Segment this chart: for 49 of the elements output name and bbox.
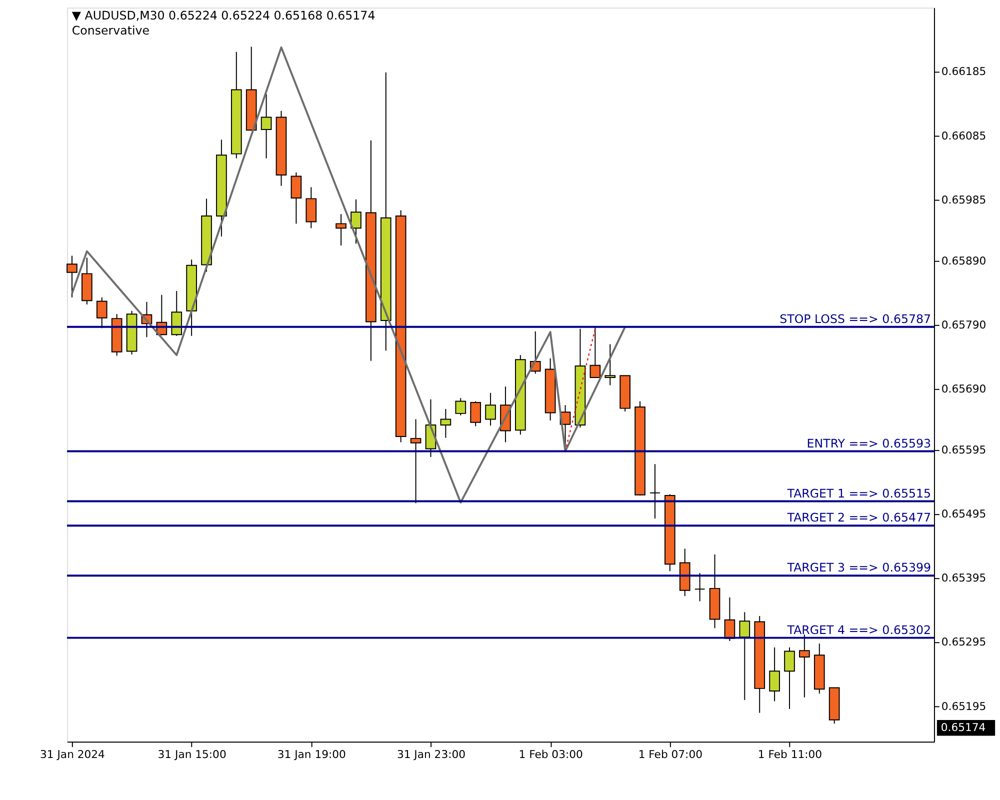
candlestick bbox=[66, 255, 78, 298]
x-tick-label: 31 Jan 23:00 bbox=[396, 748, 466, 761]
y-tick-label: 0.66085 bbox=[941, 129, 986, 142]
ref-line-label: ENTRY ==> 0.65593 bbox=[806, 436, 932, 450]
y-tick-label: 0.65295 bbox=[941, 636, 986, 649]
y-tick-label: 0.66185 bbox=[941, 65, 986, 78]
candlestick bbox=[171, 290, 182, 336]
candlestick bbox=[799, 634, 810, 698]
candlestick bbox=[96, 296, 108, 329]
x-tick-label: 31 Jan 2024 bbox=[40, 748, 106, 761]
y-tick-label: 0.65985 bbox=[941, 193, 986, 206]
line-series bbox=[70, 46, 626, 504]
x-tick-label: 1 Feb 03:00 bbox=[518, 748, 583, 761]
ref-line-label: STOP LOSS ==> 0.65787 bbox=[780, 312, 932, 326]
candlestick bbox=[260, 94, 272, 159]
y-tick-label: 0.65595 bbox=[941, 443, 986, 456]
x-tick-label: 31 Jan 15:00 bbox=[158, 748, 226, 761]
ref-line-label: TARGET 2 ==> 0.65477 bbox=[786, 510, 932, 525]
candlestick bbox=[769, 646, 780, 702]
candlestick bbox=[336, 214, 346, 246]
text: 0.65174 bbox=[940, 720, 986, 734]
ref-line-label: TARGET 4 ==> 0.65302 bbox=[786, 622, 932, 637]
candlestick bbox=[590, 327, 601, 378]
candlestick bbox=[470, 400, 481, 427]
candlestick bbox=[604, 344, 616, 386]
ref-line-label: TARGET 3 ==> 0.65399 bbox=[786, 560, 932, 575]
candlestick bbox=[350, 198, 362, 244]
text: Conservative bbox=[72, 23, 150, 38]
x-tick-label: 1 Feb 11:00 bbox=[758, 748, 822, 761]
candlestick bbox=[694, 572, 706, 602]
x-tick-label: 31 Jan 19:00 bbox=[277, 748, 346, 761]
candlestick bbox=[739, 612, 750, 700]
candlestick bbox=[650, 464, 660, 520]
candlestick bbox=[784, 646, 795, 710]
y-tick-label: 0.65890 bbox=[941, 254, 986, 268]
x-tick-label: 1 Feb 07:00 bbox=[638, 748, 703, 761]
candlestick bbox=[485, 392, 496, 426]
candlestick bbox=[440, 408, 452, 438]
chart-title: ▼ AUDUSD,M30 0.65224 0.65224 0.65168 0.65174 bbox=[72, 8, 376, 22]
candlestick bbox=[306, 186, 317, 229]
candlestick bbox=[455, 398, 466, 416]
ref-line-label: TARGET 1 ==> 0.65515 bbox=[786, 486, 932, 500]
y-tick-label: 0.65690 bbox=[941, 382, 986, 396]
y-tick-label: 0.65790 bbox=[941, 318, 986, 332]
y-tick-label: 0.65195 bbox=[941, 700, 986, 713]
candlestick bbox=[410, 418, 422, 504]
candlestick bbox=[290, 172, 302, 224]
y-tick-label: 0.65395 bbox=[941, 572, 986, 585]
y-tick-label: 0.65495 bbox=[941, 508, 986, 521]
